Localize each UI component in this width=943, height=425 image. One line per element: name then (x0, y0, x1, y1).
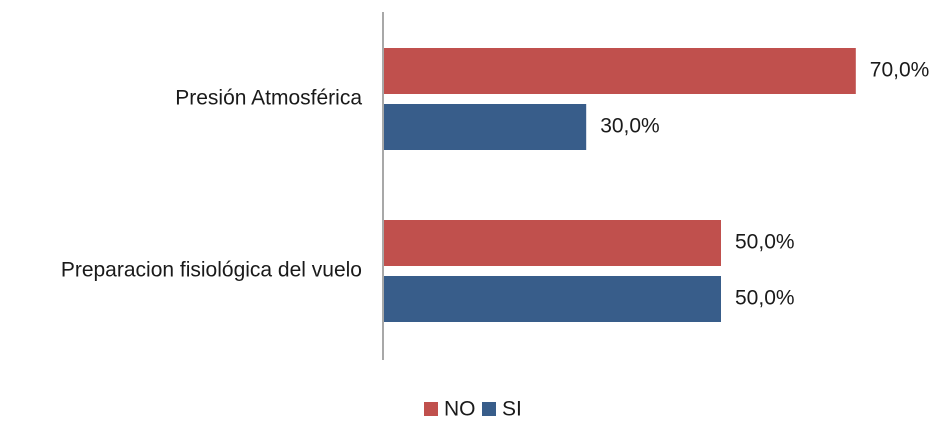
bar-no-1 (384, 220, 721, 266)
legend: NO SI (424, 398, 522, 421)
labels-layer: 70,0% 30,0% Presión Atmosférica 50,0% 50,0% P… (61, 59, 930, 310)
category-label-1: Preparacion fisiológica del vuelo (61, 259, 362, 282)
bar-no-0 (384, 48, 856, 94)
data-label-si-0: 30,0% (600, 115, 660, 138)
bar-si-1 (384, 276, 721, 322)
legend-swatch-no (424, 402, 438, 416)
bar-si-0 (384, 104, 587, 150)
legend-label-no: NO (444, 398, 476, 420)
legend-swatch-si (482, 402, 496, 416)
bars-layer (384, 48, 856, 322)
data-label-no-0: 70,0% (870, 59, 930, 82)
data-label-no-1: 50,0% (735, 231, 795, 254)
data-label-si-1: 50,0% (735, 287, 795, 310)
legend-label-si: SI (502, 398, 522, 420)
category-label-0: Presión Atmosférica (175, 87, 362, 110)
